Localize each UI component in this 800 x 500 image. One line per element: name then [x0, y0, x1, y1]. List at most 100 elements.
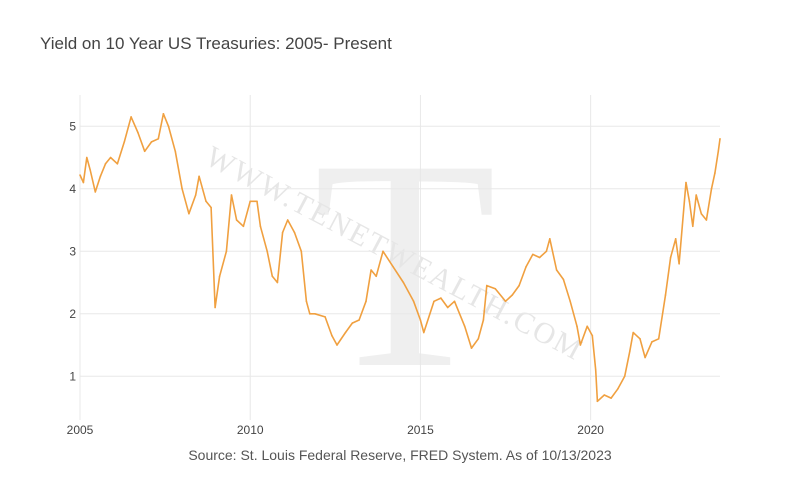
data-point	[375, 275, 378, 278]
data-point	[109, 156, 112, 159]
data-point	[617, 388, 619, 390]
data-point	[423, 331, 425, 334]
chart-title: Yield on 10 Year US Treasuries: 2005- Pr…	[40, 34, 392, 53]
data-point	[143, 150, 146, 153]
x-tick-label: 2005	[67, 423, 94, 437]
data-point	[365, 300, 367, 303]
data-point	[370, 269, 372, 271]
data-point	[205, 200, 207, 203]
data-point	[692, 225, 694, 228]
data-point	[477, 338, 480, 340]
data-point	[271, 275, 274, 278]
data-point	[86, 156, 88, 159]
data-point	[511, 294, 514, 296]
data-point	[104, 163, 107, 165]
data-point	[555, 269, 558, 271]
data-point	[281, 231, 284, 234]
data-point	[150, 141, 153, 143]
data-point	[569, 300, 571, 303]
data-point	[717, 150, 720, 153]
data-point	[504, 300, 507, 303]
data-point	[276, 281, 279, 284]
data-point	[470, 347, 473, 349]
data-point	[137, 131, 139, 134]
y-tick-label: 1	[69, 369, 76, 383]
data-point	[710, 188, 713, 190]
data-point	[603, 394, 606, 396]
data-point	[678, 263, 680, 265]
x-tick-label: 2020	[577, 423, 604, 437]
data-point	[130, 116, 132, 118]
data-point	[198, 175, 200, 178]
data-point	[309, 313, 311, 315]
data-point	[538, 256, 541, 259]
data-point	[286, 219, 289, 221]
data-point	[344, 331, 347, 334]
data-point	[79, 174, 81, 176]
data-point	[181, 188, 183, 190]
x-tick-label: 2010	[237, 423, 264, 437]
data-point	[174, 150, 177, 153]
data-point	[293, 231, 296, 234]
data-point	[162, 113, 165, 115]
data-point	[657, 338, 660, 340]
data-point	[586, 325, 588, 328]
data-point	[210, 206, 212, 209]
data-point	[446, 306, 449, 309]
data-point	[610, 397, 612, 399]
data-point	[382, 250, 384, 253]
y-axis-ticks: 1 2 3 4 5	[69, 119, 76, 383]
data-point	[685, 181, 687, 184]
data-point	[214, 306, 216, 309]
y-tick-label: 4	[69, 182, 76, 196]
data-point	[433, 300, 435, 303]
data-point	[256, 200, 258, 203]
data-point	[89, 169, 91, 171]
data-point	[99, 175, 102, 178]
data-point	[651, 341, 653, 343]
y-tick-label: 5	[69, 119, 76, 133]
data-point	[116, 163, 119, 165]
data-point	[351, 322, 354, 324]
data-point	[576, 325, 578, 328]
data-point	[324, 316, 326, 318]
watermark-letter: T	[313, 98, 496, 430]
data-point	[259, 225, 262, 228]
data-point	[235, 219, 238, 221]
data-point	[700, 212, 703, 215]
data-point	[336, 344, 338, 346]
data-point	[639, 338, 641, 340]
series-group	[79, 113, 721, 403]
data-point	[392, 266, 395, 268]
data-point	[453, 300, 456, 303]
data-point	[579, 344, 582, 346]
data-point	[719, 138, 721, 140]
data-point	[358, 319, 360, 321]
data-point	[94, 191, 97, 193]
x-tick-label: 2015	[407, 423, 434, 437]
data-point	[664, 294, 667, 296]
data-point	[644, 356, 646, 359]
data-point	[230, 194, 233, 196]
x-axis-ticks: 2005 2010 2015 2020	[67, 423, 605, 437]
data-point	[549, 238, 551, 240]
data-point	[714, 172, 716, 174]
data-point	[242, 225, 245, 228]
gridlines	[79, 95, 720, 420]
data-point	[525, 266, 527, 268]
data-point	[688, 200, 691, 203]
data-point	[623, 375, 626, 378]
data-point	[695, 194, 697, 196]
data-point	[669, 256, 672, 259]
data-point	[82, 181, 85, 184]
data-point	[705, 219, 708, 221]
data-point	[591, 334, 594, 337]
data-point	[266, 250, 269, 253]
y-tick-label: 2	[69, 307, 76, 321]
data-point	[518, 284, 520, 287]
data-point	[167, 125, 170, 128]
data-point	[314, 313, 316, 315]
data-point	[300, 250, 303, 253]
data-point	[194, 194, 197, 196]
